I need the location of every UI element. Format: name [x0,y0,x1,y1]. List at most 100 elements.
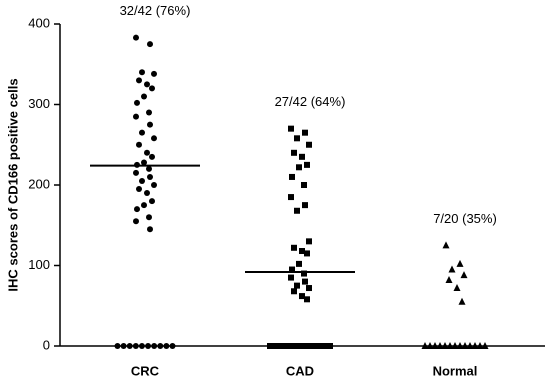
data-point [275,343,282,349]
data-point [460,271,468,279]
data-point [302,202,308,209]
data-point [149,153,155,160]
data-point [146,214,152,221]
data-point [139,69,145,76]
data-point [299,153,305,160]
data-point [163,343,170,349]
data-point [141,93,147,100]
data-point [436,342,444,349]
y-tick-label: 400 [28,15,50,30]
y-axis-label: IHC scores of CD166 positive cells [5,78,20,291]
data-point [133,113,139,120]
data-point [306,285,312,292]
data-point [145,343,152,349]
data-point [288,194,294,201]
data-point [120,343,127,349]
annotation: 32/42 (76%) [120,3,191,18]
data-point [149,85,155,92]
y-tick-label: 200 [28,176,50,191]
data-point [426,342,434,349]
data-point [147,121,153,128]
y-tick-label: 300 [28,96,50,111]
data-point [141,159,147,166]
data-point [144,149,150,156]
data-point [133,218,139,225]
data-point [288,125,294,132]
data-point [151,135,157,142]
data-point [134,99,140,106]
data-point [288,343,295,349]
data-point [114,343,121,349]
data-point [133,169,139,176]
data-point [149,198,155,205]
data-point [314,343,321,349]
data-point [147,173,153,180]
data-point [309,343,316,349]
data-point [288,274,294,281]
data-point [139,129,145,136]
data-point [481,342,489,349]
data-point [446,342,454,349]
data-point [151,343,158,349]
data-point [267,343,273,349]
data-point [299,293,305,300]
data-point [294,135,300,142]
data-point [322,343,329,349]
data-point [284,343,291,349]
data-point [299,248,305,255]
annotation: 27/42 (64%) [275,94,346,109]
data-point [291,288,297,295]
data-point [147,41,153,48]
data-point [134,206,140,213]
data-point [442,241,450,249]
data-point [301,270,307,277]
data-point [456,259,464,267]
data-point [151,70,157,77]
data-point [133,34,139,41]
data-point [456,342,464,349]
data-point [289,266,295,273]
data-point [297,343,303,349]
data-point [302,278,308,285]
data-point [445,275,453,283]
data-point [306,238,312,245]
data-point [304,250,310,257]
data-point [476,342,484,349]
data-point [461,342,469,349]
annotation: 7/20 (35%) [433,211,497,226]
data-point [146,165,152,172]
data-point [441,342,449,349]
data-point [301,182,307,188]
data-point [126,343,133,349]
data-point [466,342,474,349]
x-tick-label: CRC [131,363,160,378]
data-point [279,343,286,349]
y-tick-label: 100 [28,257,50,272]
data-point [304,296,310,303]
data-point [132,343,139,349]
data-point [146,109,152,116]
data-point [169,343,176,349]
data-point [302,129,308,136]
data-point [448,265,456,273]
data-point [141,202,147,209]
data-point [151,182,157,188]
data-point [296,164,302,171]
data-point [327,343,333,349]
x-tick-label: CAD [286,363,314,378]
data-point [136,141,142,148]
data-point [318,343,325,349]
data-point [431,342,439,349]
data-point [144,81,150,88]
y-tick-label: 0 [43,337,50,352]
data-point [291,149,297,156]
data-point [271,343,278,349]
data-point [147,226,153,233]
data-point [144,190,150,197]
data-point [471,342,479,349]
data-point [138,343,145,349]
data-point [157,343,164,349]
data-point [291,244,297,251]
data-point [458,297,466,305]
data-point [292,343,299,349]
